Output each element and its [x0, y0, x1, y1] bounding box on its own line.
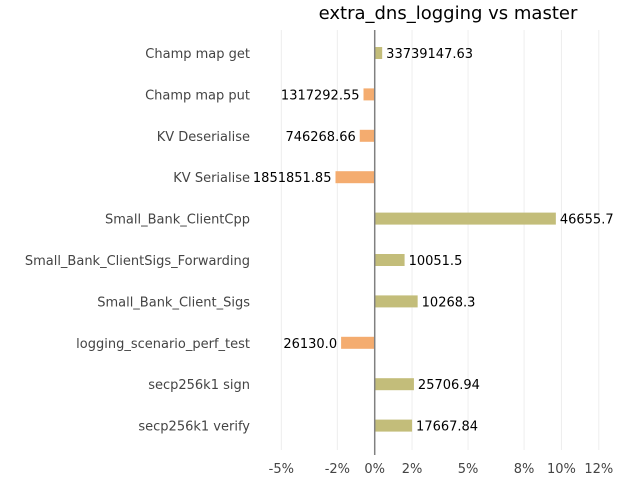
x-tick-label: 12% — [584, 462, 613, 477]
chart-title: extra_dns_logging vs master — [319, 3, 578, 24]
value-label: 25706.94 — [418, 378, 480, 393]
value-label: 10051.5 — [409, 254, 463, 269]
category-label: KV Deserialise — [157, 130, 250, 145]
x-tick-label: 8% — [514, 462, 535, 477]
bar — [374, 212, 556, 225]
category-label: Small_Bank_ClientCpp — [105, 213, 250, 228]
bar — [374, 295, 418, 308]
category-label: Champ map get — [145, 47, 250, 62]
value-label: 26130.0 — [283, 337, 337, 352]
category-label: secp256k1 sign — [148, 378, 250, 393]
bar — [363, 88, 375, 101]
value-label: 10268.3 — [422, 295, 476, 310]
category-label: Champ map put — [145, 88, 250, 103]
category-label: logging_scenario_perf_test — [76, 337, 250, 352]
category-label: Small_Bank_Client_Sigs — [97, 295, 250, 310]
x-tick-label: -5% — [269, 462, 294, 477]
bar — [335, 171, 375, 184]
bar — [374, 378, 414, 391]
bar — [374, 419, 413, 432]
x-tick-label: -2% — [325, 462, 350, 477]
value-label: 17667.84 — [416, 420, 478, 435]
category-label: secp256k1 verify — [138, 420, 250, 435]
label-layer: -5% -2% 0% 2% 5% 8% 10% 12% Champ map get 3373914… — [25, 47, 614, 477]
category-label: KV Serialise — [173, 171, 250, 186]
value-label: 746268.66 — [285, 130, 355, 145]
x-tick-label: 0% — [364, 462, 385, 477]
bar — [374, 47, 383, 59]
bar-layer — [335, 47, 556, 432]
bar — [359, 129, 375, 142]
x-tick-label: 2% — [402, 462, 423, 477]
value-label: 33739147.63 — [386, 47, 473, 62]
category-label: Small_Bank_ClientSigs_Forwarding — [25, 254, 250, 269]
x-tick-label: 10% — [547, 462, 576, 477]
value-label: 46655.7 — [560, 213, 614, 228]
x-tick-label: 5% — [458, 462, 479, 477]
value-label: 1317292.55 — [281, 88, 360, 103]
value-label: 1851851.85 — [253, 171, 332, 186]
bar — [374, 254, 405, 266]
bar — [341, 336, 375, 349]
